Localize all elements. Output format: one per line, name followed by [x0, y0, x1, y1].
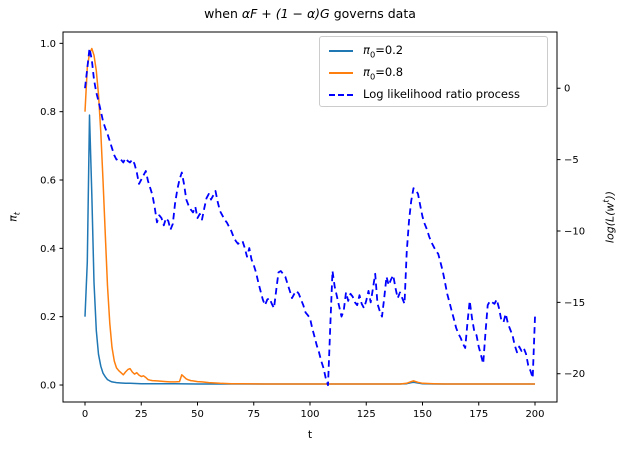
x-axis-label: t [307, 428, 313, 441]
tick-label: 0.0 [40, 381, 56, 392]
legend-label: π0=0.2 [363, 43, 403, 59]
log-label-pre: log(L(w [603, 202, 617, 244]
legend-label: Log likelihood ratio process [363, 87, 520, 103]
tick-label: −10 [564, 226, 585, 237]
legend-pi-symbol: π [363, 42, 370, 57]
tick-label: 0 [564, 84, 570, 95]
pi-subscript: t [12, 212, 22, 216]
series-pi0-0.2 [84, 114, 535, 385]
legend: π0=0.2 π0=0.8 Log likelihood ratio proce… [319, 36, 548, 107]
legend-label-text: Log likelihood ratio process [363, 86, 520, 101]
legend-label-text: =0.8 [375, 64, 404, 79]
tick-label: 0 [82, 409, 88, 420]
log-label-post: )) [603, 190, 617, 200]
tick-label: 150 [413, 409, 432, 420]
legend-line-sample-pi02 [329, 50, 353, 52]
data-series [84, 47, 536, 387]
tick-label: 0.8 [40, 107, 56, 118]
chart-title: when αF + (1 − α)G governs data [63, 6, 557, 21]
pi-symbol: π [6, 215, 20, 222]
y-axis-label-left: πt [6, 212, 21, 222]
series-log-likelihood-ratio-process [84, 47, 536, 387]
tick-label: 75 [247, 409, 260, 420]
series-pi0-0.8 [84, 47, 535, 385]
title-text-pre: when [204, 6, 242, 21]
tick-label: 50 [191, 409, 204, 420]
legend-line-sample-pi08 [329, 72, 353, 74]
tick-label: −15 [564, 298, 585, 309]
tick-label: 100 [300, 409, 319, 420]
tick-label: 0.4 [40, 244, 56, 255]
legend-label: π0=0.8 [363, 65, 403, 81]
tick-label: 25 [135, 409, 148, 420]
tick-label: 175 [469, 409, 488, 420]
plot-frame [62, 31, 558, 403]
tick-label: 1.0 [40, 39, 56, 50]
title-text-post: governs data [329, 6, 416, 21]
tick-label: 0.2 [40, 312, 56, 323]
legend-label-text: =0.2 [375, 42, 404, 57]
tick-label: 0.6 [40, 176, 56, 187]
legend-entry-pi08: π0=0.8 [329, 62, 547, 84]
tick-label: −5 [564, 155, 579, 166]
legend-pi-subscript: 0 [369, 49, 376, 60]
legend-entry-pi02: π0=0.2 [329, 40, 547, 62]
legend-pi-symbol: π [363, 64, 370, 79]
tick-label: 200 [525, 409, 544, 420]
y-axis-label-right: log(L(wt)) [602, 191, 617, 243]
legend-line-sample-loglik [329, 94, 353, 96]
tick-label: 125 [357, 409, 376, 420]
log-label-sup: t [601, 199, 611, 203]
title-math: αF + (1 − α)G [241, 6, 330, 21]
tick-label: −20 [564, 369, 585, 380]
axis-tick-labels: 0 25 50 75 100 125 150 175 200 0.0 0.2 0.4 0.6 0.8 1.0… [40, 39, 585, 420]
legend-entry-log-likelihood: Log likelihood ratio process [329, 84, 547, 106]
legend-pi-subscript: 0 [369, 71, 376, 82]
axis-ticks [59, 42, 561, 406]
